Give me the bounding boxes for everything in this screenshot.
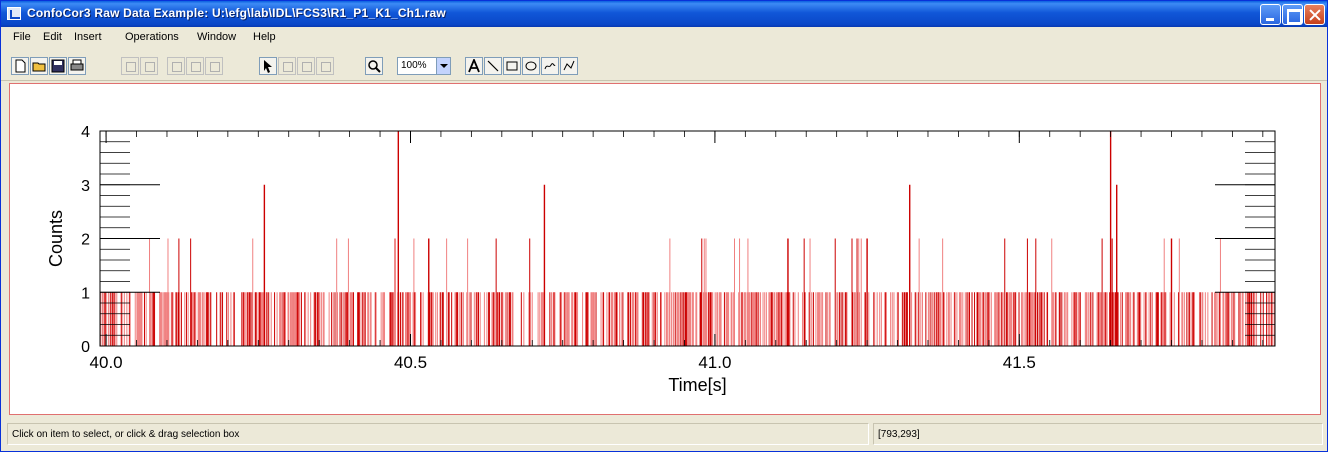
status-message: Click on item to select, or click & drag… <box>12 429 240 440</box>
minimize-button[interactable] <box>1260 4 1281 25</box>
status-message-panel: Click on item to select, or click & drag… <box>7 423 869 445</box>
y-tick-label: 2 <box>81 232 90 249</box>
text-icon[interactable] <box>465 57 483 75</box>
app-icon[interactable] <box>7 7 21 20</box>
cut-icon[interactable] <box>167 57 185 75</box>
chevron-down-icon[interactable] <box>436 58 450 74</box>
status-coordinates: [793,293] <box>878 429 920 440</box>
status-bar: Click on item to select, or click & drag… <box>1 419 1327 451</box>
new-file-icon[interactable] <box>11 57 29 75</box>
menu-help[interactable]: Help <box>253 31 276 43</box>
y-tick-label: 0 <box>81 339 90 356</box>
select-arrow-icon[interactable] <box>259 57 277 75</box>
x-tick-label: 41.5 <box>1003 353 1036 372</box>
counts-chart[interactable]: 0 1 2 3 4 40.0 40.5 41.0 41.5 Time[s] Counts <box>10 84 1320 414</box>
menu-insert[interactable]: Insert <box>74 31 102 43</box>
menu-edit[interactable]: Edit <box>43 31 62 43</box>
menu-window[interactable]: Window <box>197 31 237 43</box>
line-icon[interactable] <box>484 57 502 75</box>
undo-icon[interactable] <box>121 57 139 75</box>
x-axis-label: Time[s] <box>668 375 726 395</box>
plot-canvas[interactable]: 0 1 2 3 4 40.0 40.5 41.0 41.5 Time[s] Counts <box>9 83 1321 415</box>
zoom-value: 100% <box>401 60 427 71</box>
y-axis-label: Counts <box>46 210 66 267</box>
y-tick-label: 4 <box>81 124 90 141</box>
copy-icon[interactable] <box>186 57 204 75</box>
pan-icon[interactable] <box>297 57 315 75</box>
x-tick-label: 40.5 <box>394 353 427 372</box>
open-folder-icon[interactable] <box>30 57 48 75</box>
status-coordinates-panel: [793,293] <box>873 423 1323 445</box>
select-box-icon[interactable] <box>316 57 334 75</box>
save-icon[interactable] <box>49 57 67 75</box>
menu-file[interactable]: File <box>13 31 31 43</box>
zoom-select[interactable]: 100% <box>397 57 451 75</box>
redo-icon[interactable] <box>140 57 158 75</box>
menu-bar: File Edit Insert Operations Window Help <box>1 28 1327 48</box>
freehand-icon[interactable] <box>541 57 559 75</box>
y-tick-label: 3 <box>81 178 90 195</box>
x-tick-label: 41.0 <box>698 353 731 372</box>
rectangle-icon[interactable] <box>503 57 521 75</box>
window-title: ConfoCor3 Raw Data Example: U:\efg\lab\I… <box>27 6 446 20</box>
title-bar[interactable]: ConfoCor3 Raw Data Example: U:\efg\lab\I… <box>1 1 1327 27</box>
zoom-icon[interactable] <box>365 57 383 75</box>
y-tick-label: 1 <box>81 285 90 302</box>
paste-icon[interactable] <box>205 57 223 75</box>
x-tick-label: 40.0 <box>90 353 123 372</box>
rotate-icon[interactable] <box>278 57 296 75</box>
polyline-icon[interactable] <box>560 57 578 75</box>
toolbar: 100% <box>1 49 1327 81</box>
print-icon[interactable] <box>68 57 86 75</box>
maximize-button[interactable] <box>1282 4 1303 25</box>
close-button[interactable] <box>1304 4 1325 25</box>
ellipse-icon[interactable] <box>522 57 540 75</box>
menu-operations[interactable]: Operations <box>125 31 179 43</box>
